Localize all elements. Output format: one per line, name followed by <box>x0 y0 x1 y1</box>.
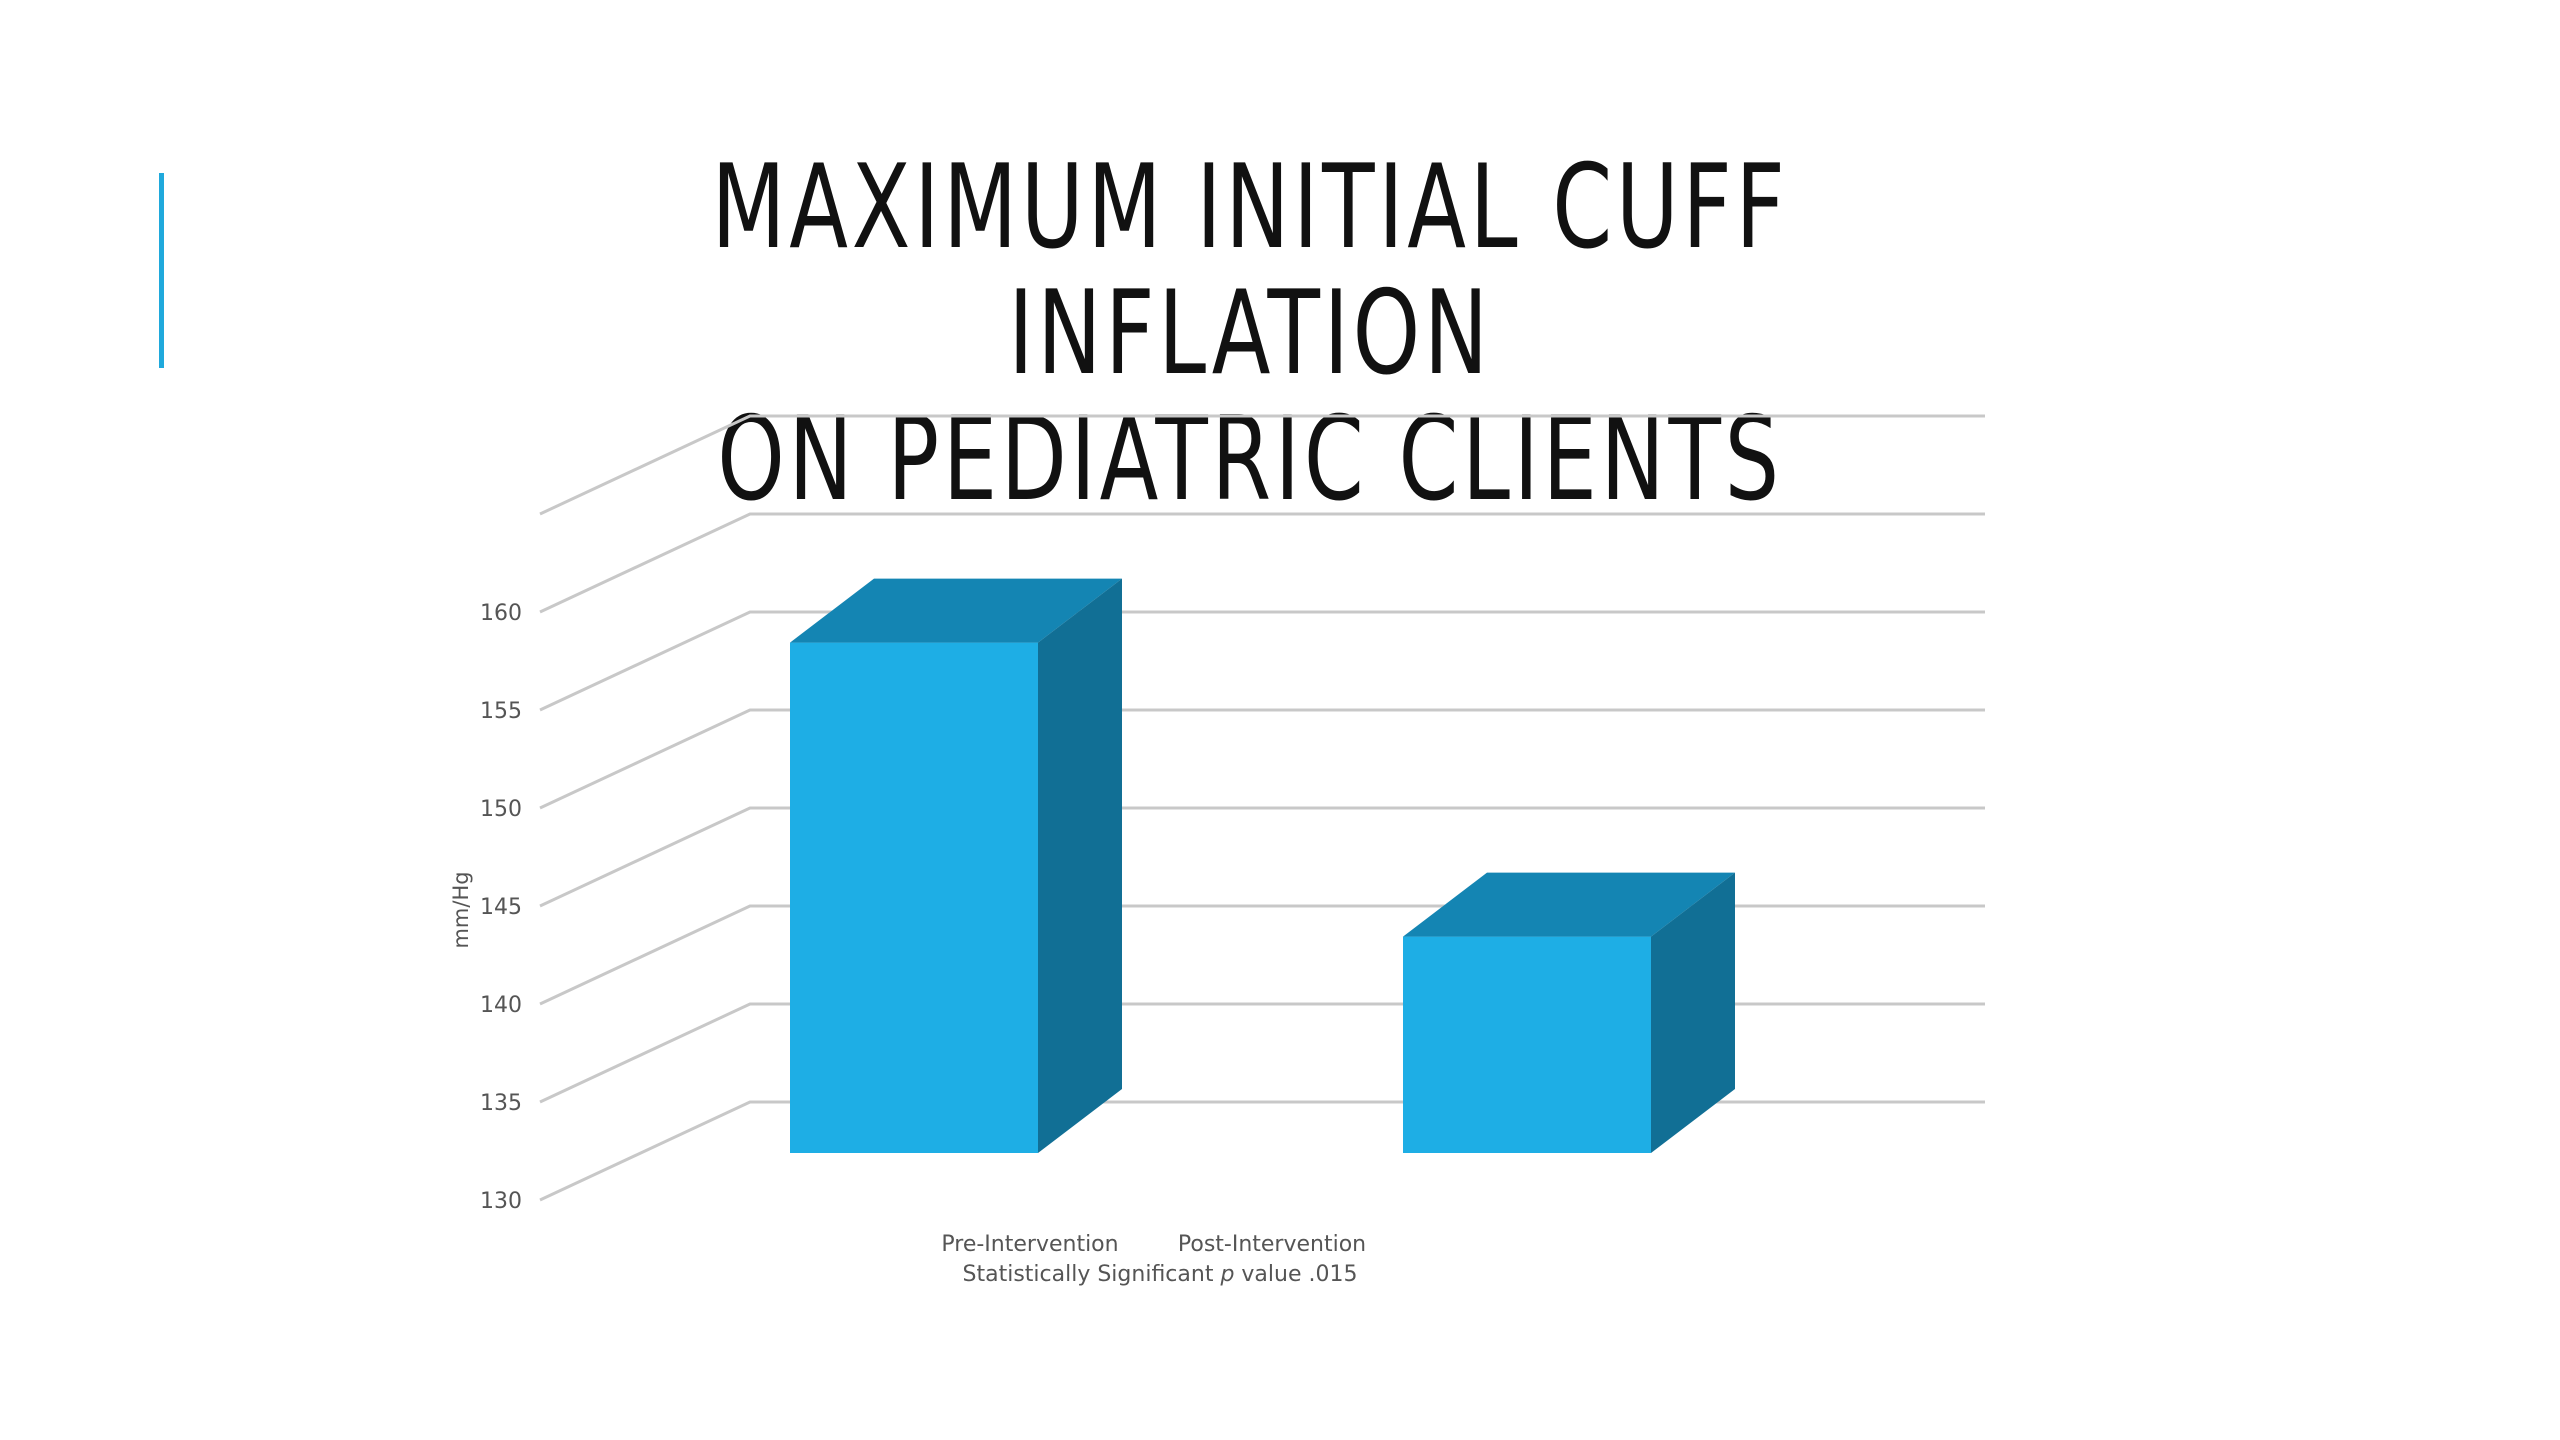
bar-side <box>1038 578 1122 1153</box>
y-axis-ticks: 130 135 140 145 150 155 160 <box>480 601 522 1214</box>
gridline <box>539 1100 1985 1202</box>
gridline <box>539 1002 1985 1104</box>
gridline <box>539 806 1985 908</box>
gridline <box>539 414 1985 516</box>
gridline <box>539 904 1985 1006</box>
bar-top <box>1403 872 1735 937</box>
bar-top <box>790 578 1122 643</box>
chart-bars <box>790 578 1735 1153</box>
title-line-1: MAXIMUM INITIAL CUFF INFLATION <box>711 140 1789 401</box>
footnote-italic: p <box>1219 1262 1234 1287</box>
y-tick-label: 140 <box>480 993 522 1018</box>
y-tick-label: 130 <box>480 1189 522 1214</box>
y-tick-label: 145 <box>480 895 522 920</box>
bar-side <box>1651 872 1735 1153</box>
bar-front <box>790 642 1038 1153</box>
bar-front <box>1403 936 1651 1153</box>
y-tick-label: 160 <box>480 601 522 626</box>
y-axis-title: mm/Hg <box>449 871 473 948</box>
chart-grid <box>539 414 1985 1202</box>
bar-2 <box>1403 872 1735 1153</box>
footnote-suffix: value .015 <box>1234 1262 1357 1287</box>
y-tick-label: 135 <box>480 1091 522 1116</box>
gridline <box>539 708 1985 810</box>
category-labels: Pre-Intervention Post-Intervention <box>941 1232 1366 1257</box>
y-tick-label: 150 <box>480 797 522 822</box>
category-label: Pre-Intervention <box>941 1232 1118 1257</box>
footnote-prefix: Statistically Significant <box>963 1262 1221 1287</box>
y-tick-label: 155 <box>480 699 522 724</box>
gridline <box>539 610 1985 712</box>
bar-1 <box>790 578 1122 1153</box>
accent-bar <box>159 173 164 368</box>
gridline <box>539 512 1985 614</box>
chart-footnote: Statistically Significant p value .015 <box>963 1262 1358 1287</box>
category-label: Post-Intervention <box>1178 1232 1366 1257</box>
